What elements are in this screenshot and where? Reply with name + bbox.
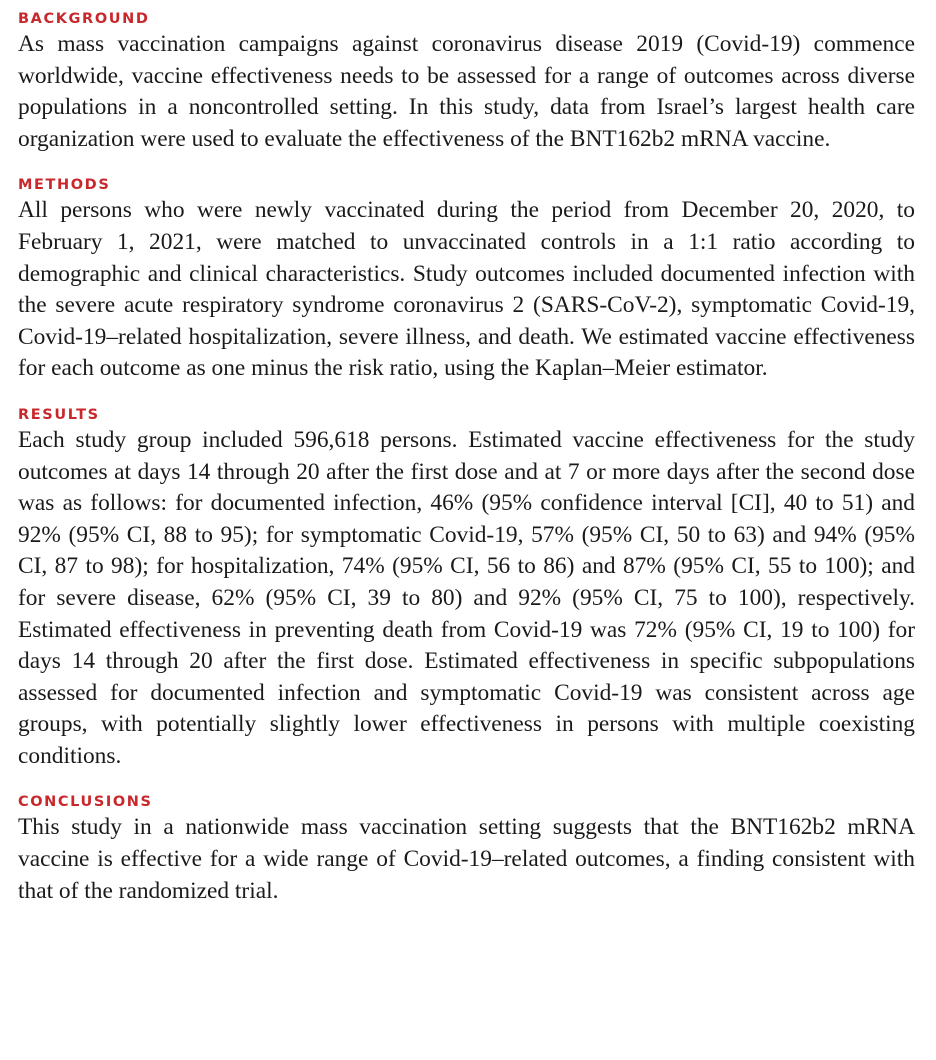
background-section: BACKGROUND As mass vaccination campaigns…: [18, 10, 915, 155]
section-spacer: [18, 155, 915, 176]
methods-text: All persons who were newly vaccinated du…: [18, 197, 915, 382]
methods-section: METHODS All persons who were newly vacci…: [18, 176, 915, 385]
conclusions-heading: CONCLUSIONS: [18, 794, 153, 811]
conclusions-text: This study in a nationwide mass vaccinat…: [18, 814, 915, 904]
results-heading: RESULTS: [18, 406, 100, 423]
methods-heading: METHODS: [18, 177, 111, 194]
section-spacer: [18, 385, 915, 406]
background-text: As mass vaccination campaigns against co…: [18, 31, 915, 152]
results-section: RESULTS Each study group included 596,61…: [18, 406, 915, 773]
abstract: BACKGROUND As mass vaccination campaigns…: [18, 10, 915, 907]
section-spacer: [18, 772, 915, 793]
conclusions-section: CONCLUSIONS This study in a nationwide m…: [18, 793, 915, 907]
results-text: Each study group included 596,618 person…: [18, 426, 915, 769]
background-heading: BACKGROUND: [18, 11, 150, 27]
